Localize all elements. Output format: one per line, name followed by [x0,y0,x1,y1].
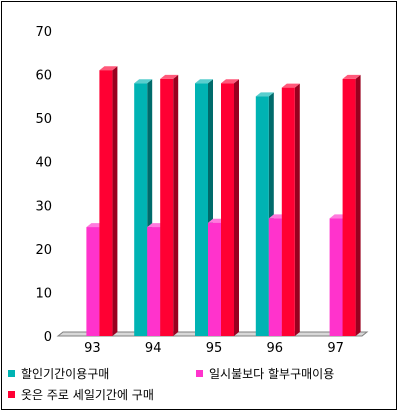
x-tick-label: 94 [145,341,162,356]
x-tick-label: 95 [206,341,223,356]
y-tick-label: 70 [35,25,52,40]
legend-swatch-2 [8,391,15,398]
bar [221,79,239,337]
x-tick-label: 93 [84,341,101,356]
legend-swatch-0 [8,370,15,377]
legend-item-2: 옷은 주로 세일기간에 구매 [8,386,154,403]
bar [281,83,300,337]
y-tick-label: 30 [35,199,52,214]
legend-item-1: 일시불보다 할부구매이용 [196,365,334,382]
bars [86,66,361,337]
y-tick-label: 20 [35,243,52,258]
legend-label-1: 일시불보다 할부구매이용 [209,367,335,381]
bar [99,66,118,336]
legend-label-2: 옷은 주로 세일기간에 구매 [21,388,154,402]
y-tick-label: 10 [35,286,52,301]
bar [160,74,179,336]
x-axis-ticks: 93 94 95 96 97 [84,341,344,356]
bar [342,74,361,336]
y-tick-label: 60 [35,69,52,84]
y-axis-ticks: 0 10 20 30 40 50 60 70 [35,25,52,345]
y-tick-label: 0 [44,330,52,345]
legend-swatch-1 [196,370,203,377]
legend-label-0: 할인기간이용구매 [21,367,110,381]
y-tick-label: 50 [35,112,52,127]
y-tick-label: 40 [35,156,52,171]
legend-item-0: 할인기간이용구매 [8,365,109,382]
x-tick-label: 96 [267,341,284,356]
x-tick-label: 97 [327,341,344,356]
